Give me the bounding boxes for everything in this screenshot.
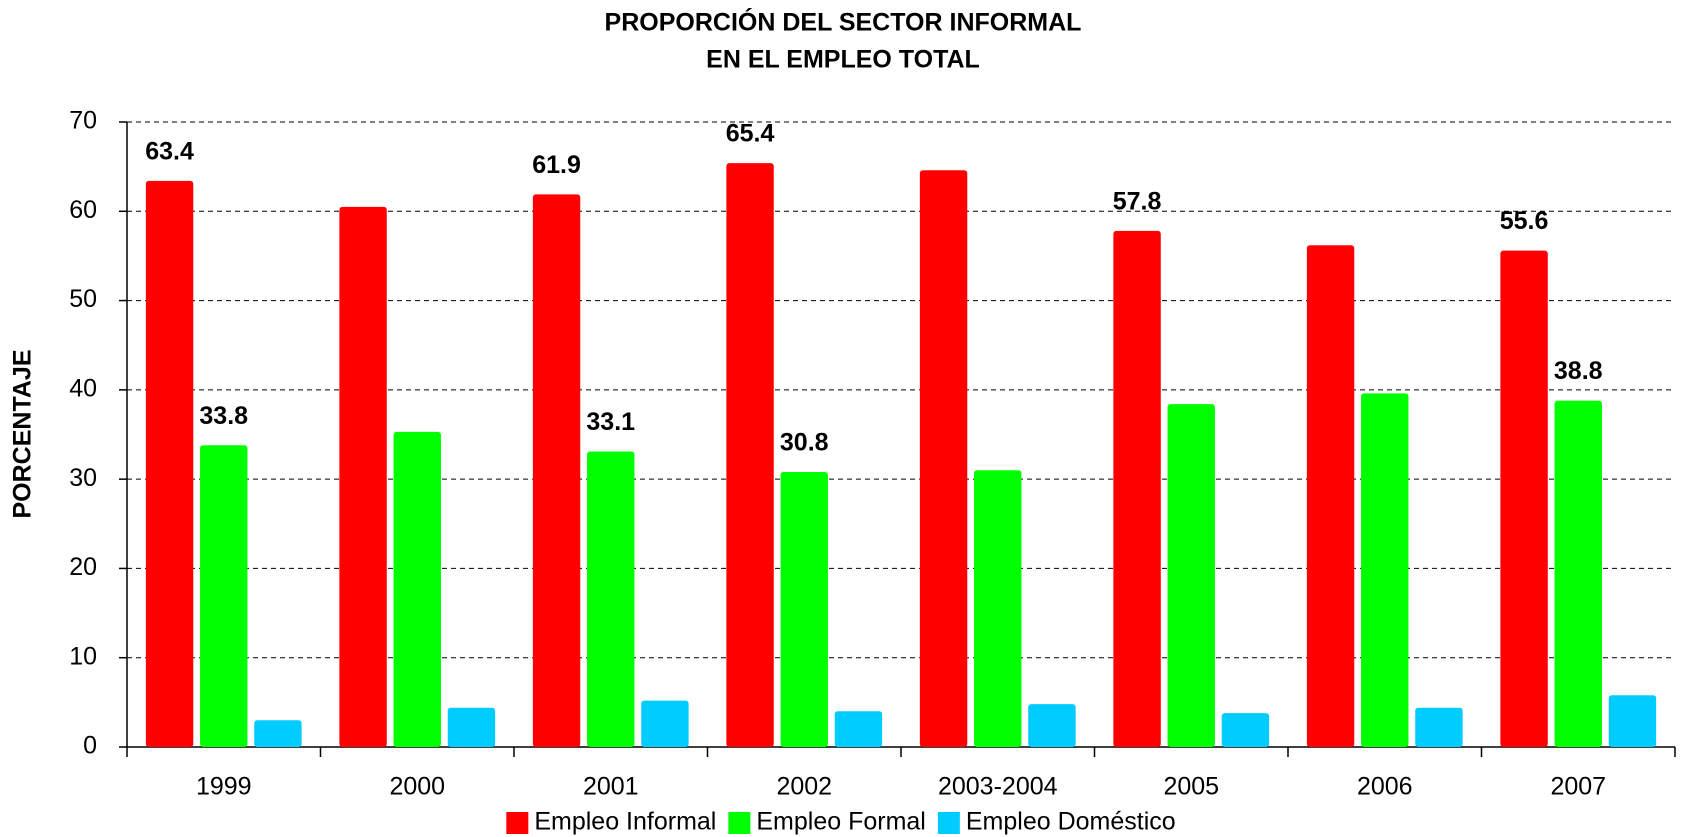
value-label: 38.8 [1554,357,1603,385]
bar [1028,704,1076,747]
x-tick-label: 2002 [776,773,832,801]
y-axis-title: PORCENTAJE [9,349,37,518]
bar [200,445,248,747]
legend-swatch [937,812,960,834]
bar [641,700,689,747]
value-label: 57.8 [1113,188,1162,216]
bar [1554,400,1602,747]
bar [1608,695,1657,747]
legend: Empleo Informal Empleo Formal Empleo Domés… [506,808,1176,836]
y-tick-label: 20 [69,553,97,581]
x-tick-label: 2005 [1163,773,1219,801]
chart-title: PROPORCIÓN DEL SECTOR INFORMAL [605,7,1082,37]
bar [1361,393,1409,747]
chart-title: EN EL EMPLEO TOTAL [706,46,980,74]
value-label: 33.1 [586,408,635,436]
value-label: 33.8 [199,402,248,430]
bar [447,707,496,747]
y-tick-label: 60 [69,196,97,224]
bar [919,170,968,747]
bar [1221,713,1270,747]
x-tick-label: 2007 [1550,773,1606,801]
bar [834,711,883,747]
bar [339,206,387,748]
y-tick-label: 40 [69,374,97,402]
bar [974,470,1022,747]
bar [1306,245,1355,747]
legend-label: Empleo Doméstico [966,808,1176,836]
y-tick-label: 70 [69,107,97,135]
bar [393,431,441,747]
bar [726,163,774,748]
x-tick-label: 1999 [196,773,252,801]
y-tick-label: 10 [69,642,97,670]
legend-swatch [728,812,751,834]
y-tick-label: 0 [83,732,97,760]
value-label: 30.8 [780,429,829,457]
bar [145,180,194,747]
bar [532,194,581,748]
value-label: 65.4 [726,120,775,148]
x-tick-label: 2001 [583,773,639,801]
x-tick-label: 2006 [1357,773,1413,801]
value-label: 63.4 [145,138,194,166]
y-tick-label: 30 [69,464,97,492]
x-tick-label: 2000 [389,773,445,801]
bar [587,451,635,747]
x-tick-label: 2003-2004 [938,773,1058,801]
value-label: 61.9 [532,151,581,179]
y-tick-label: 50 [69,285,97,313]
bar [1500,250,1548,748]
bar [1415,707,1463,747]
bar [254,720,302,747]
legend-label: Empleo Formal [756,808,926,836]
bar [780,472,828,747]
value-label: 55.6 [1500,207,1549,235]
bar [1167,404,1215,747]
legend-swatch [506,812,529,834]
bar [1113,230,1161,747]
legend-label: Empleo Informal [534,808,716,836]
